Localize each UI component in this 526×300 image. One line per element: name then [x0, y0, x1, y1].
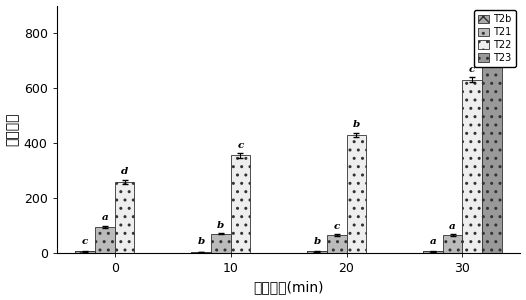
Bar [443, 235, 462, 253]
Bar [115, 182, 135, 253]
Text: a: a [430, 237, 436, 246]
Bar [423, 251, 443, 253]
Bar [230, 155, 250, 253]
Text: c: c [82, 237, 88, 246]
Legend: T2b, T21, T22, T23: T2b, T21, T22, T23 [474, 11, 515, 67]
Text: d: d [121, 167, 128, 176]
X-axis label: 蒸煮时间(min): 蒸煮时间(min) [254, 280, 324, 294]
Text: a: a [102, 213, 108, 222]
Text: b: b [313, 237, 321, 246]
Bar [191, 252, 211, 253]
Text: c: c [333, 222, 340, 231]
Bar [307, 251, 327, 253]
Bar [191, 252, 211, 253]
Bar [482, 30, 502, 253]
Text: b: b [353, 120, 360, 129]
Y-axis label: 信号强度: 信号强度 [6, 112, 19, 146]
Bar [211, 234, 230, 253]
Bar [307, 251, 327, 253]
Bar [327, 235, 347, 253]
Bar [75, 251, 95, 253]
Bar [462, 80, 482, 253]
Bar [75, 251, 95, 253]
Text: a: a [489, 14, 495, 23]
Text: c: c [469, 65, 476, 74]
Text: c: c [237, 141, 244, 150]
Text: b: b [217, 220, 225, 230]
Text: b: b [197, 237, 205, 246]
Bar [423, 251, 443, 253]
Bar [95, 227, 115, 253]
Bar [347, 135, 366, 253]
Text: a: a [449, 222, 456, 231]
